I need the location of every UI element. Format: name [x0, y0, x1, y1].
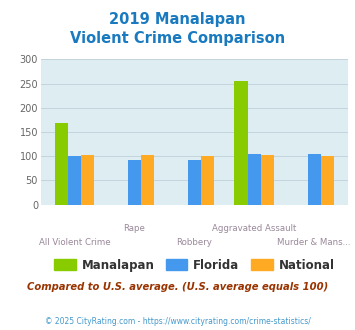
- Text: Rape: Rape: [124, 224, 146, 233]
- Bar: [55, 123, 68, 205]
- Bar: [321, 156, 334, 205]
- Bar: [201, 156, 214, 205]
- Bar: [235, 81, 248, 205]
- Legend: Manalapan, Florida, National: Manalapan, Florida, National: [50, 254, 339, 277]
- Bar: [141, 155, 154, 205]
- Text: Robbery: Robbery: [176, 238, 212, 247]
- Bar: [128, 160, 141, 205]
- Bar: [307, 154, 321, 205]
- Text: Aggravated Assault: Aggravated Assault: [212, 224, 296, 233]
- Bar: [68, 156, 81, 205]
- Text: Violent Crime Comparison: Violent Crime Comparison: [70, 31, 285, 46]
- Bar: [261, 155, 274, 205]
- Text: All Violent Crime: All Violent Crime: [39, 238, 110, 247]
- Text: Compared to U.S. average. (U.S. average equals 100): Compared to U.S. average. (U.S. average …: [27, 282, 328, 292]
- Text: Murder & Mans...: Murder & Mans...: [277, 238, 351, 247]
- Bar: [81, 155, 94, 205]
- Text: 2019 Manalapan: 2019 Manalapan: [109, 12, 246, 26]
- Bar: [248, 154, 261, 205]
- Text: © 2025 CityRating.com - https://www.cityrating.com/crime-statistics/: © 2025 CityRating.com - https://www.city…: [45, 317, 310, 326]
- Bar: [188, 160, 201, 205]
